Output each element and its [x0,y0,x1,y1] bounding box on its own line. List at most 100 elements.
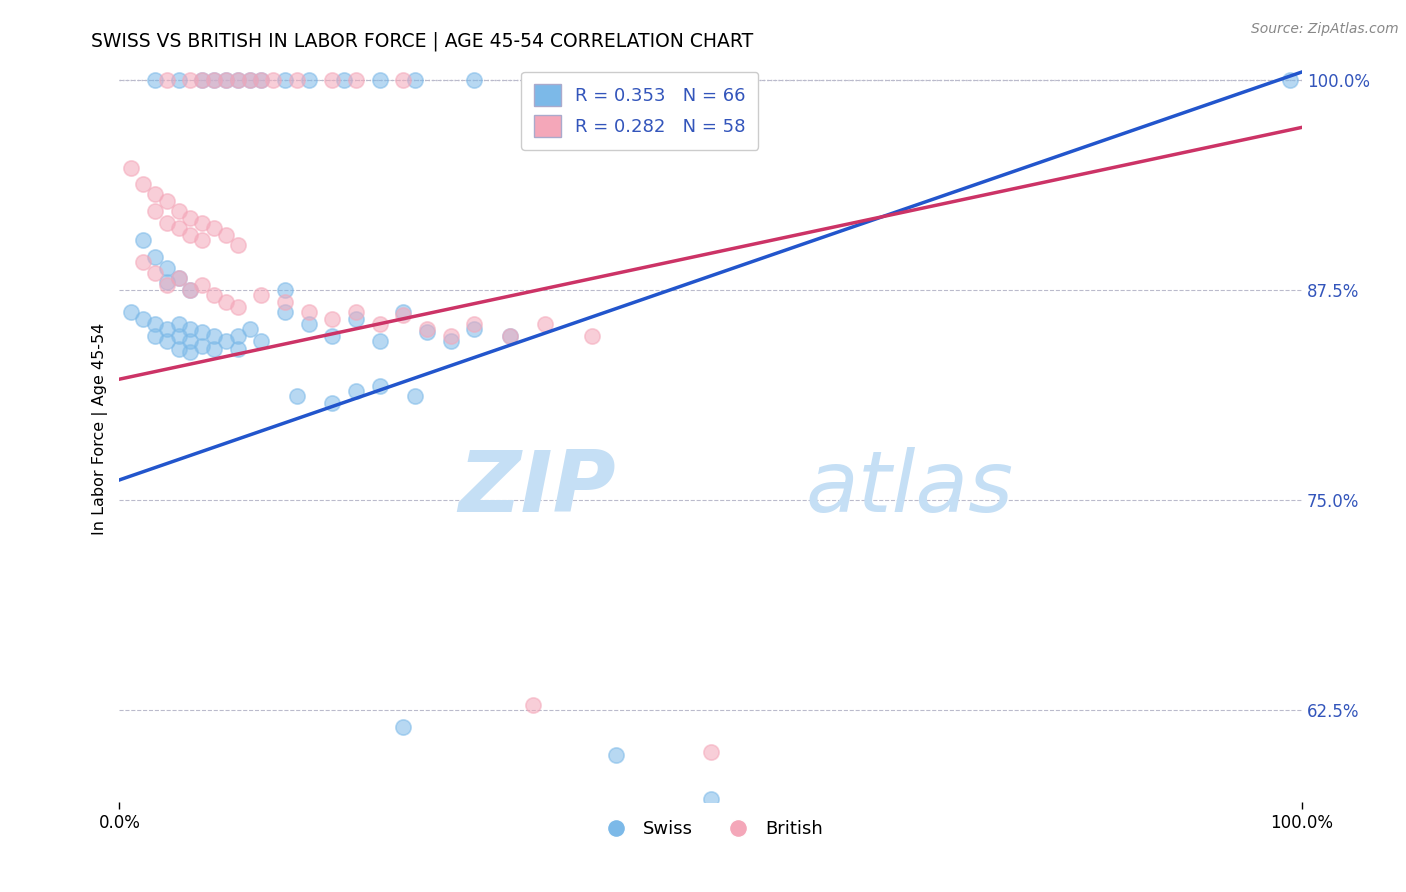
Point [321,73,343,87]
Point [392,73,415,87]
Point [156,261,179,276]
Point [499,328,522,343]
Point [191,278,214,293]
Point [215,73,238,87]
Point [143,317,166,331]
Point [581,73,603,87]
Point [179,227,201,242]
Point [404,389,426,403]
Point [167,204,190,219]
Point [238,322,260,336]
Point [700,745,723,759]
Point [522,73,544,87]
Point [274,73,297,87]
Point [120,161,142,175]
Point [226,328,249,343]
Point [416,322,439,336]
Point [298,317,321,331]
Point [132,254,155,268]
Text: atlas: atlas [806,447,1014,530]
Point [262,73,284,87]
Point [250,334,273,348]
Point [344,384,367,398]
Point [202,342,225,356]
Point [463,322,485,336]
Point [202,328,225,343]
Point [167,221,190,235]
Point [250,73,273,87]
Point [132,178,155,192]
Point [321,395,343,409]
Point [298,73,321,87]
Point [392,305,415,319]
Point [132,311,155,326]
Point [463,73,485,87]
Point [191,325,214,339]
Point [344,305,367,319]
Legend: Swiss, British: Swiss, British [591,814,831,846]
Point [392,720,415,734]
Point [463,317,485,331]
Point [392,309,415,323]
Point [368,73,391,87]
Point [143,204,166,219]
Point [215,227,238,242]
Point [368,334,391,348]
Point [156,334,179,348]
Point [285,73,308,87]
Point [167,271,190,285]
Point [404,73,426,87]
Point [226,238,249,252]
Point [156,275,179,289]
Point [226,73,249,87]
Point [534,317,557,331]
Point [120,305,142,319]
Point [226,342,249,356]
Point [274,295,297,310]
Point [179,211,201,225]
Y-axis label: In Labor Force | Age 45-54: In Labor Force | Age 45-54 [93,323,108,535]
Text: SWISS VS BRITISH IN LABOR FORCE | AGE 45-54 CORRELATION CHART: SWISS VS BRITISH IN LABOR FORCE | AGE 45… [91,31,754,51]
Point [285,389,308,403]
Point [321,311,343,326]
Point [143,187,166,202]
Point [238,73,260,87]
Point [368,379,391,393]
Point [167,317,190,331]
Point [298,305,321,319]
Point [167,328,190,343]
Point [215,295,238,310]
Text: Source: ZipAtlas.com: Source: ZipAtlas.com [1251,22,1399,37]
Point [202,73,225,87]
Point [156,73,179,87]
Point [143,328,166,343]
Text: ZIP: ZIP [458,447,616,530]
Point [250,73,273,87]
Point [179,345,201,359]
Point [321,328,343,343]
Point [226,73,249,87]
Point [132,233,155,247]
Point [191,216,214,230]
Point [167,342,190,356]
Point [143,73,166,87]
Point [167,271,190,285]
Point [238,73,260,87]
Point [191,233,214,247]
Point [215,334,238,348]
Point [605,748,627,763]
Point [416,325,439,339]
Point [179,283,201,297]
Point [202,288,225,302]
Point [191,338,214,352]
Point [179,322,201,336]
Point [179,283,201,297]
Point [156,194,179,209]
Point [202,221,225,235]
Point [522,698,544,712]
Point [250,288,273,302]
Point [581,328,603,343]
Point [1279,73,1302,87]
Point [439,328,461,343]
Point [344,73,367,87]
